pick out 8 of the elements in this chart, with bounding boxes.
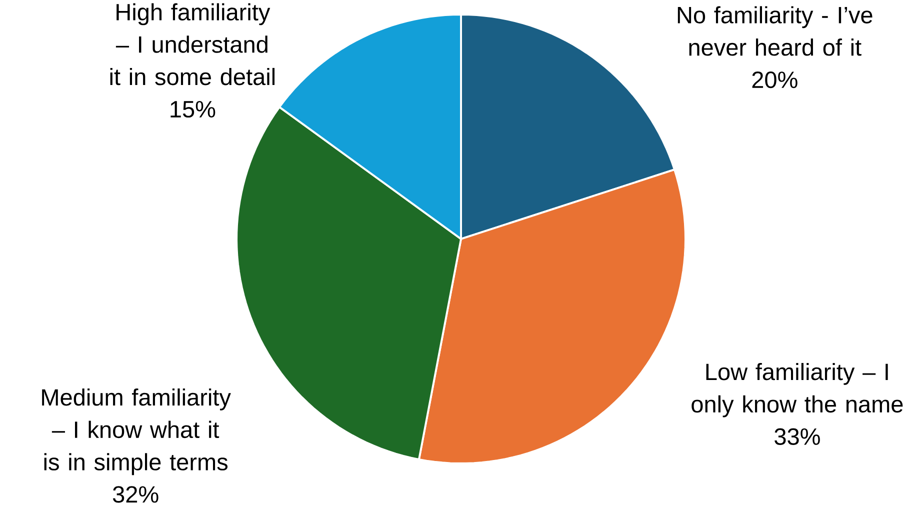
slice-label: Medium familiarity – I know what it is in simple terms xyxy=(42,388,231,476)
slice-label: High familiarity – I understand it in some detail xyxy=(110,3,275,86)
data-label: 32% xyxy=(112,486,158,503)
slice-label: No familiarity - I’ve never heard of it xyxy=(678,6,872,56)
data-label: 15% xyxy=(170,100,216,118)
data-label: 20% xyxy=(752,71,798,88)
slice-label: Low familiarity – I only know the name xyxy=(692,362,903,418)
data-label: 33% xyxy=(774,428,820,445)
